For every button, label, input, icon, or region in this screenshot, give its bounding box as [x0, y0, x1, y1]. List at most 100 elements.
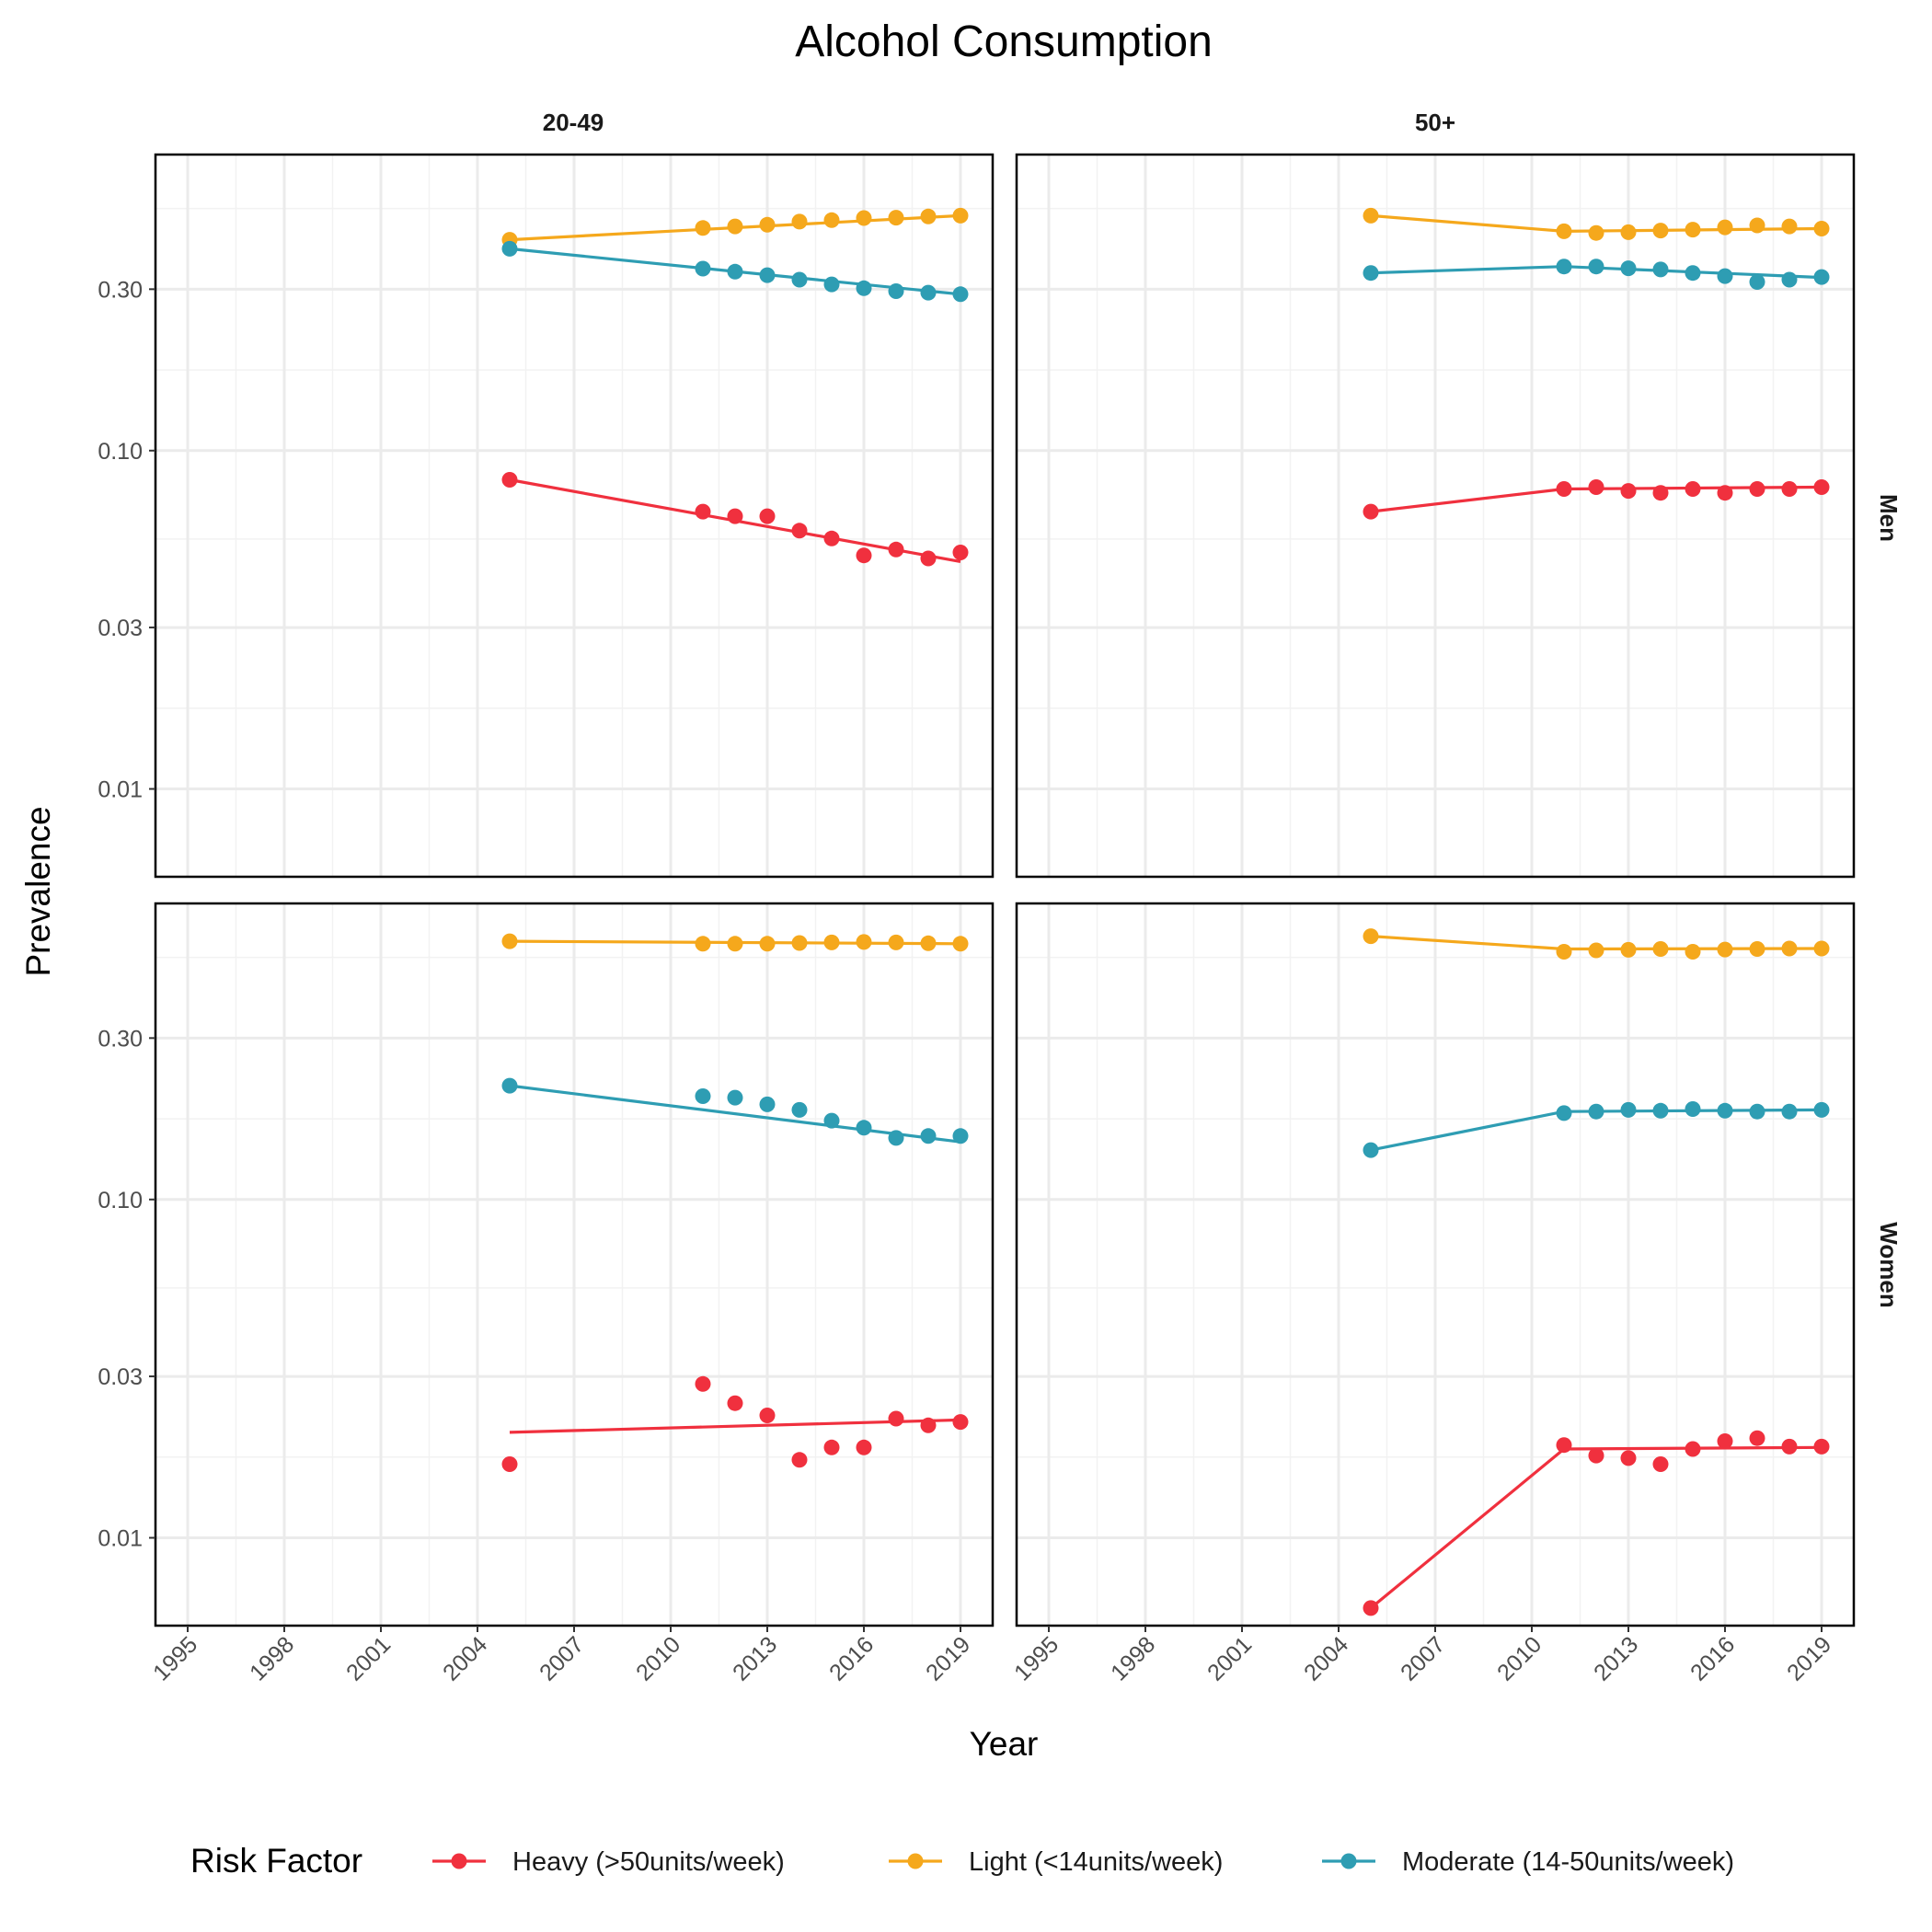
x-tick-label: 1995 — [148, 1631, 202, 1685]
x-tick-label: 2001 — [1202, 1631, 1257, 1685]
data-point-2016 — [856, 547, 872, 564]
data-point-2018 — [920, 550, 937, 567]
data-point-2016 — [1717, 1433, 1733, 1449]
legend-item-light-14units-week: Light (<14units/week) — [889, 1847, 1223, 1877]
data-point-2019 — [952, 1414, 969, 1431]
y-tick-label: 0.01 — [98, 777, 143, 803]
series-heavy-50units-week — [1363, 1430, 1830, 1616]
data-point-2014 — [1652, 1456, 1669, 1472]
data-point-2019 — [952, 936, 969, 952]
data-point-2005 — [1363, 1142, 1379, 1158]
x-tick-label: 2016 — [824, 1631, 879, 1685]
data-point-2019 — [1813, 221, 1830, 236]
data-point-2005 — [1363, 928, 1379, 945]
data-point-2005 — [1363, 265, 1379, 282]
data-point-2016 — [1717, 1102, 1733, 1119]
data-point-2013 — [1620, 260, 1637, 277]
y-tick-label: 0.10 — [98, 1188, 143, 1213]
y-tick-label: 0.30 — [98, 1026, 143, 1052]
data-point-2005 — [1363, 207, 1379, 224]
data-point-2005 — [501, 472, 518, 488]
y-tick-label: 0.30 — [98, 277, 143, 303]
trend-line — [509, 1418, 961, 1434]
series-moderate-14-50units-week — [501, 1077, 969, 1146]
data-point-2016 — [1717, 941, 1733, 958]
gridlines — [155, 903, 993, 1626]
data-point-2018 — [1781, 271, 1798, 288]
data-point-2013 — [759, 936, 776, 952]
y-axis-title: Prevalence — [19, 806, 57, 976]
data-point-2019 — [952, 545, 969, 560]
data-point-2017 — [888, 210, 904, 226]
x-tick-label: 1998 — [1106, 1631, 1160, 1685]
data-point-2019 — [952, 286, 969, 303]
gridlines — [1017, 903, 1854, 1626]
panel-border — [1015, 153, 1856, 879]
data-point-2018 — [920, 935, 937, 951]
x-tick-label: 1995 — [1009, 1631, 1064, 1685]
data-point-2018 — [1781, 1438, 1798, 1455]
y-tick-label: 0.03 — [98, 1364, 143, 1390]
data-point-2012 — [727, 1395, 743, 1411]
trend-line — [509, 1084, 961, 1144]
panel-20-49-men: 0.01 0.03 0.10 0.30 — [98, 153, 995, 879]
data-point-2005 — [501, 933, 518, 949]
x-tick-label: 2010 — [631, 1631, 685, 1685]
data-point-2005 — [501, 240, 518, 257]
chart-title: Alcohol Consumption — [795, 17, 1213, 66]
series-moderate-14-50units-week — [501, 240, 969, 303]
data-point-2012 — [727, 1089, 743, 1106]
panel-50-men — [1015, 153, 1856, 879]
data-marks — [501, 207, 969, 567]
data-point-2018 — [920, 1417, 937, 1433]
data-point-2019 — [1813, 479, 1830, 495]
data-point-2014 — [1652, 485, 1669, 501]
data-point-2013 — [1620, 224, 1637, 240]
data-point-2015 — [1685, 944, 1701, 960]
data-marks — [1363, 928, 1830, 1616]
data-point-2012 — [1588, 942, 1604, 959]
data-point-2017 — [888, 1410, 904, 1427]
data-point-2015 — [823, 1439, 840, 1455]
legend-label: Moderate (14-50units/week) — [1402, 1847, 1734, 1877]
plot-panels: 0.01 0.03 0.10 0.30 0.01 0.03 0.10 0.30 1995 1998… — [98, 153, 1856, 1686]
data-point-2012 — [727, 263, 743, 280]
x-tick-label: 2004 — [438, 1631, 492, 1685]
data-point-2018 — [920, 284, 937, 301]
data-marks — [1363, 207, 1830, 520]
series-heavy-50units-week — [1363, 479, 1830, 520]
x-tick-label: 2013 — [1589, 1631, 1643, 1685]
data-point-2018 — [1781, 1103, 1798, 1120]
data-point-2017 — [1749, 481, 1765, 497]
x-tick-label: 2016 — [1685, 1631, 1740, 1685]
data-point-2018 — [920, 208, 937, 224]
data-point-2014 — [791, 935, 808, 951]
facet-label-men: Men — [1875, 494, 1903, 542]
data-point-2015 — [1685, 481, 1701, 497]
data-point-2018 — [1781, 481, 1798, 497]
data-point-2005 — [1363, 1600, 1379, 1616]
data-point-2015 — [1685, 222, 1701, 238]
data-point-2017 — [1749, 1103, 1765, 1120]
data-point-2012 — [1588, 1447, 1604, 1464]
series-light-14units-week — [1363, 928, 1830, 960]
data-point-2011 — [1556, 223, 1572, 239]
x-tick-label: 2010 — [1492, 1631, 1547, 1685]
data-point-2016 — [1717, 485, 1733, 501]
data-point-2015 — [1685, 1441, 1701, 1457]
data-point-2011 — [1556, 944, 1572, 960]
x-tick-label: 2013 — [728, 1631, 782, 1685]
data-point-2016 — [856, 210, 872, 226]
data-point-2015 — [1685, 265, 1701, 282]
data-point-2014 — [791, 271, 808, 288]
data-point-2014 — [791, 213, 808, 230]
series-light-14units-week — [501, 207, 969, 248]
data-point-2019 — [1813, 1101, 1830, 1118]
x-tick-label: 2019 — [1782, 1631, 1836, 1685]
data-point-2016 — [856, 280, 872, 296]
data-point-2016 — [1717, 219, 1733, 236]
data-point-2014 — [791, 1452, 808, 1468]
legend-key-point — [451, 1853, 467, 1869]
data-point-2012 — [727, 218, 743, 235]
series-heavy-50units-week — [501, 1375, 969, 1472]
